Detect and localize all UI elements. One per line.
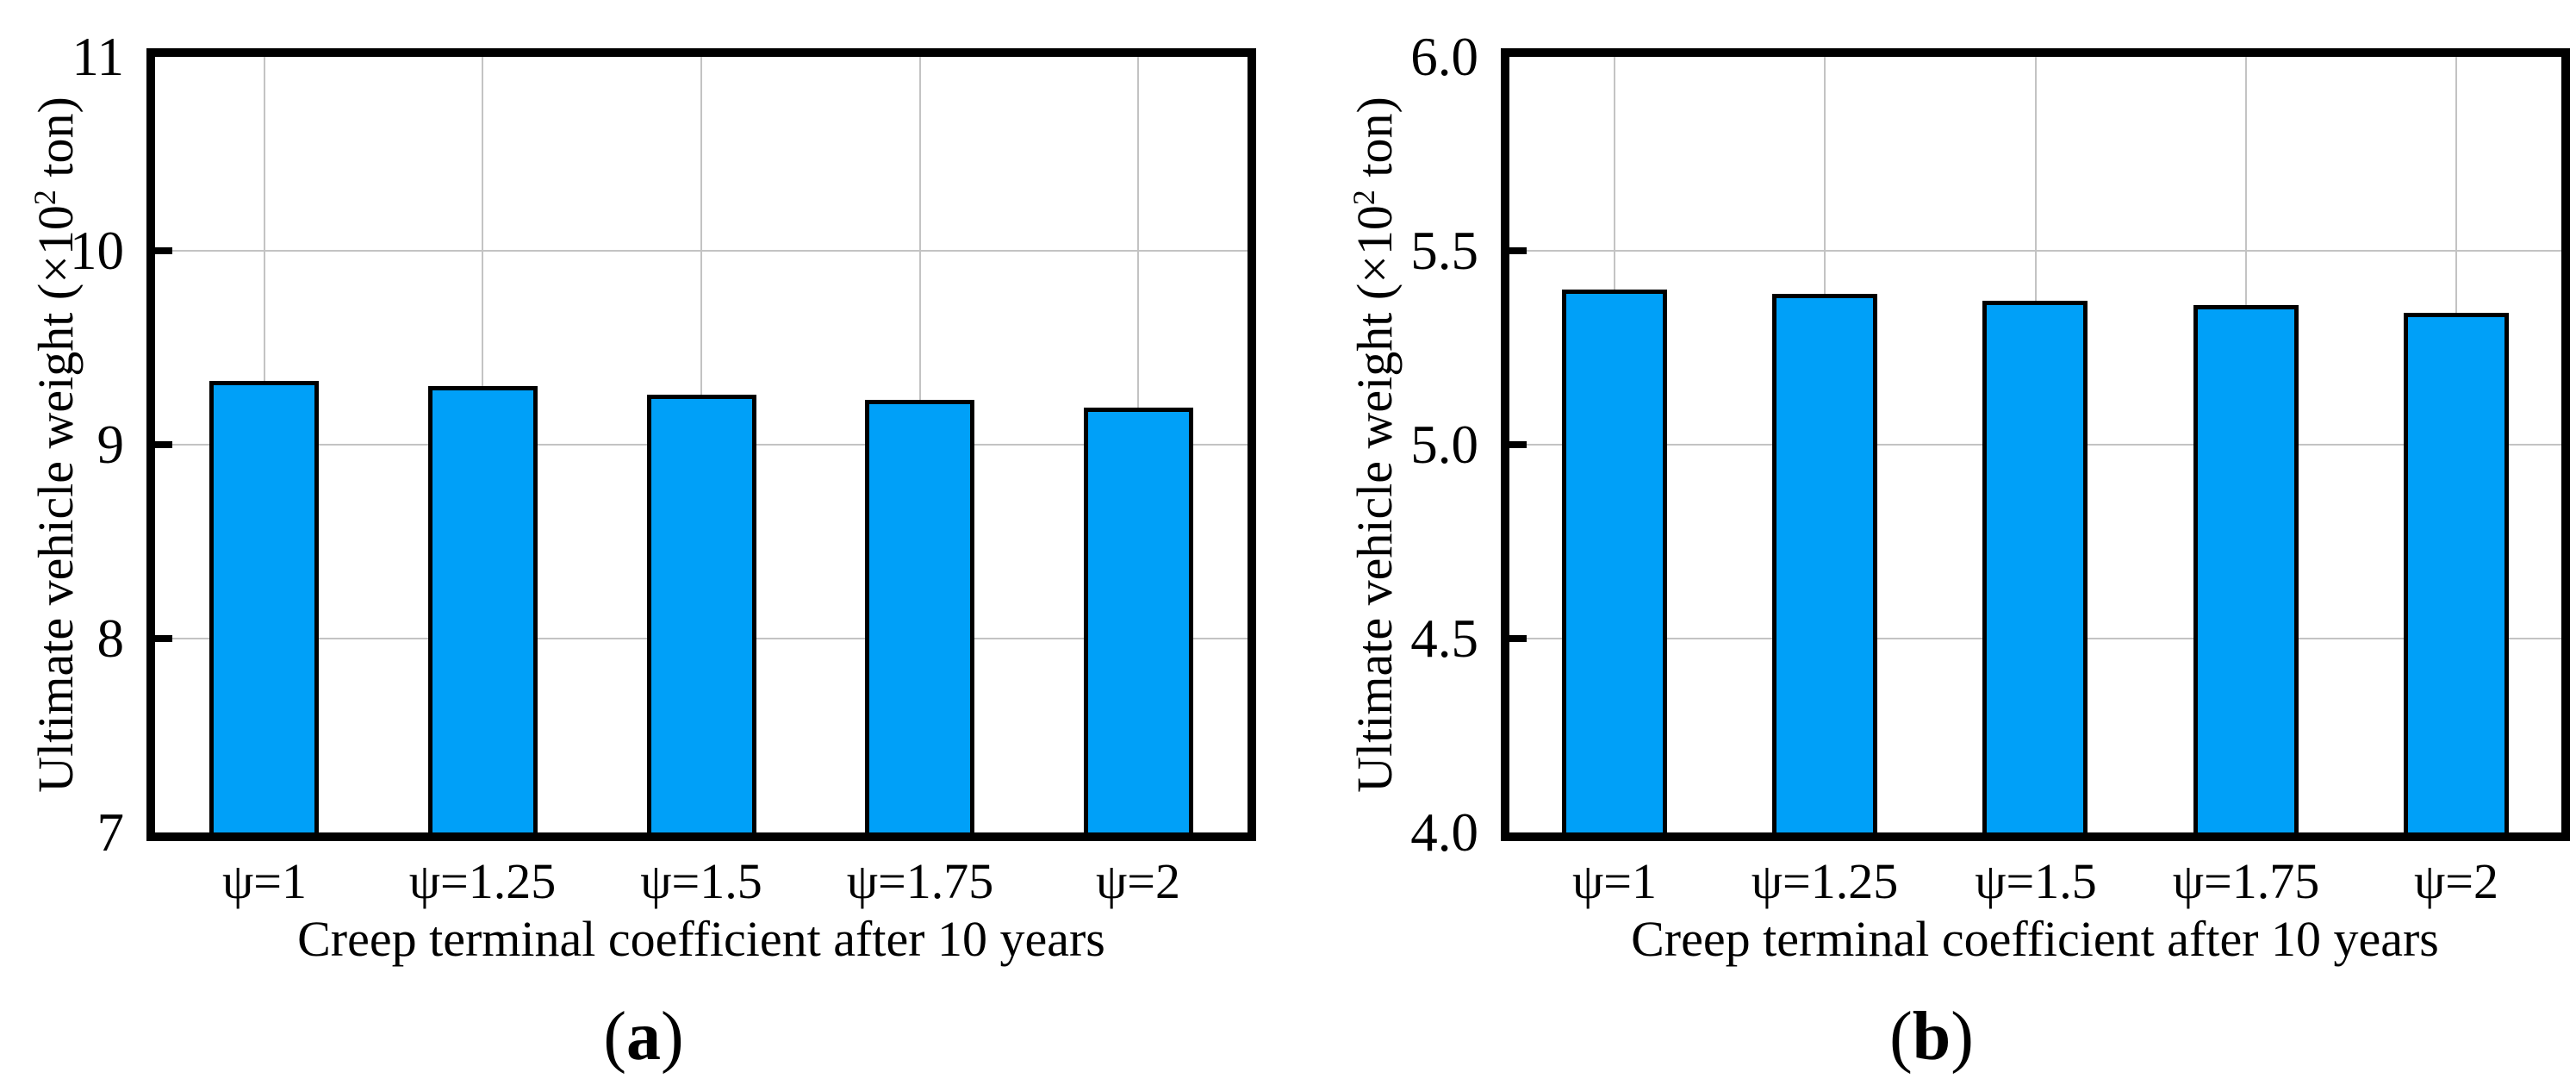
x-tick-label: ψ=1.25 (408, 853, 557, 909)
bar (2404, 313, 2509, 832)
caption-letter: a (626, 999, 661, 1075)
caption-letter: b (1912, 999, 1951, 1075)
caption-close-paren: ) (1951, 999, 1974, 1075)
bar (2193, 305, 2299, 832)
caption-open-paren: ( (603, 999, 626, 1075)
x-tick-label: ψ=1.25 (1751, 853, 1899, 909)
y-tick-label: 10 (70, 221, 124, 281)
bar (647, 395, 756, 832)
y-tick-label: 5.5 (1410, 221, 1478, 281)
y-tick-mark (155, 247, 172, 254)
panel-caption-a: (a) (428, 989, 859, 1084)
bar (865, 400, 974, 832)
x-tick-label: ψ=1.5 (640, 853, 762, 909)
caption-close-paren: ) (661, 999, 684, 1075)
bar (1084, 408, 1193, 832)
x-tick-label: ψ=1.75 (2172, 853, 2320, 909)
panel-caption-b: (b) (1716, 989, 2147, 1084)
x-tick-label: ψ=1 (1571, 853, 1658, 909)
bar (1772, 294, 1877, 832)
y-tick-label: 6.0 (1410, 27, 1478, 87)
subplot-b: Ultimate vehicle weight (×102 ton) 4.0 4.… (1288, 0, 2576, 1091)
y-tick-mark (1509, 441, 1527, 448)
y-tick-mark (1509, 635, 1527, 642)
caption-open-paren: ( (1889, 999, 1913, 1075)
bar (209, 381, 319, 832)
y-tick-label: 11 (72, 27, 124, 87)
y-tick-label: 5.0 (1410, 415, 1478, 475)
x-tick-label: ψ=1.75 (846, 853, 994, 909)
bar (1982, 301, 2088, 832)
bar (428, 386, 538, 832)
y-tick-mark (155, 441, 172, 448)
bar (1562, 290, 1667, 832)
y-tick-label: 4.0 (1410, 802, 1478, 863)
y-tick-label: 8 (96, 608, 125, 669)
x-tick-label: ψ=1 (221, 853, 308, 909)
subplot-a: Ultimate vehicle weight (×102 ton) 7 8 9 10… (28, 27, 1256, 1084)
x-tick-label: ψ=2 (2413, 853, 2499, 909)
y-tick-mark (155, 635, 172, 642)
y-tick-label: 4.5 (1410, 608, 1478, 669)
x-tick-label: ψ=2 (1095, 853, 1181, 909)
y-tick-label: 9 (96, 415, 125, 475)
x-axis-title-a: Creep terminal coefficient after 10 year… (297, 911, 1105, 967)
y-tick-label: 7 (96, 802, 125, 863)
x-axis-title-b: Creep terminal coefficient after 10 year… (1631, 911, 2439, 967)
y-tick-mark (1509, 247, 1527, 254)
x-tick-label: ψ=1.5 (1975, 853, 2097, 909)
